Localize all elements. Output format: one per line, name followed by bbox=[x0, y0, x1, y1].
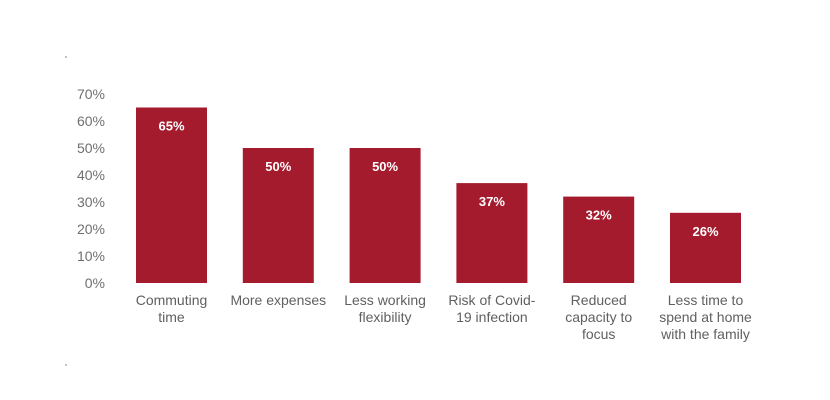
data-label: 50% bbox=[265, 159, 291, 174]
bar bbox=[563, 196, 635, 283]
x-category-label: More expenses bbox=[230, 292, 326, 308]
x-category-label-line: 19 infection bbox=[456, 309, 528, 325]
data-label: 26% bbox=[692, 224, 718, 239]
x-category-label: Commuting time bbox=[136, 292, 208, 325]
decor-dot-bottom bbox=[65, 364, 67, 366]
x-category-label-line: Commuting bbox=[136, 292, 208, 308]
x-category-label-line: with the family bbox=[660, 326, 750, 342]
x-category-label-line: More expenses bbox=[230, 292, 326, 308]
y-tick-label: 10% bbox=[77, 248, 105, 264]
y-tick-label: 70% bbox=[77, 86, 105, 102]
x-category-label-line: Reduced bbox=[571, 292, 627, 308]
y-tick-label: 40% bbox=[77, 167, 105, 183]
x-category-label-line: focus bbox=[582, 326, 615, 342]
y-tick-label: 30% bbox=[77, 194, 105, 210]
x-category-label-line: Risk of Covid- bbox=[448, 292, 535, 308]
x-category-label-line: Less time to bbox=[668, 292, 744, 308]
bar bbox=[136, 107, 207, 283]
x-category-label-line: spend at home bbox=[659, 309, 752, 325]
x-category-label: Less time to spend at home with the family bbox=[659, 292, 752, 342]
data-label: 37% bbox=[479, 194, 505, 209]
bar bbox=[456, 183, 528, 283]
x-category-label: Reduced capacity to focus bbox=[565, 292, 632, 342]
x-category-label-line: flexibility bbox=[359, 309, 412, 325]
data-label: 65% bbox=[158, 119, 184, 134]
data-label: 50% bbox=[372, 159, 398, 174]
x-category-label: Risk of Covid-19 infection bbox=[448, 292, 535, 325]
bar bbox=[349, 148, 421, 283]
bar bbox=[242, 148, 314, 283]
decor-dot-top bbox=[65, 56, 67, 58]
y-tick-label: 50% bbox=[77, 140, 105, 156]
bar bbox=[670, 212, 741, 283]
x-category-label-line: Less working bbox=[344, 292, 426, 308]
y-tick-label: 0% bbox=[85, 275, 105, 291]
x-category-label-line: time bbox=[158, 309, 185, 325]
y-tick-label: 60% bbox=[77, 113, 105, 129]
x-category-label-line: capacity to bbox=[565, 309, 632, 325]
x-category-label: Less working flexibility bbox=[344, 292, 426, 325]
y-tick-label: 20% bbox=[77, 221, 105, 237]
data-label: 32% bbox=[586, 208, 612, 223]
